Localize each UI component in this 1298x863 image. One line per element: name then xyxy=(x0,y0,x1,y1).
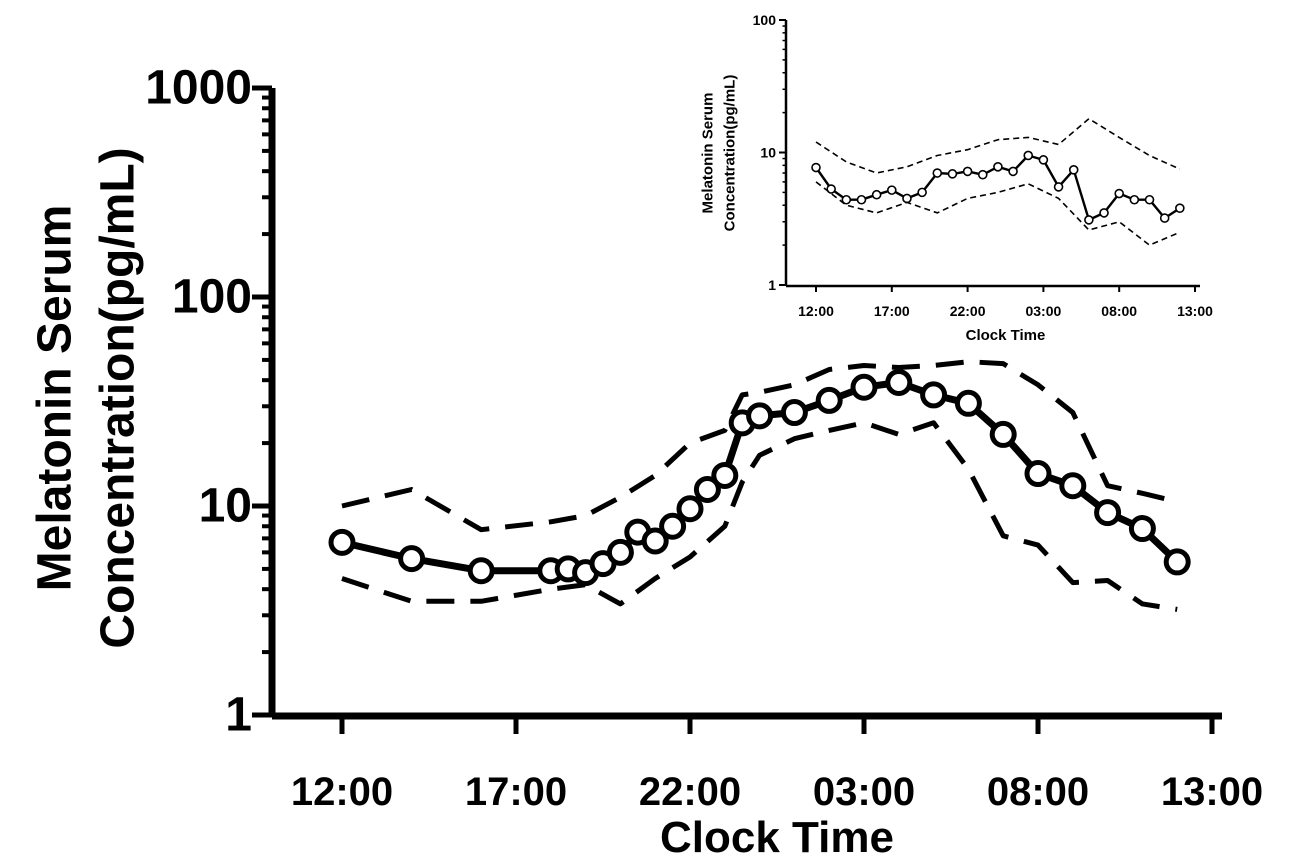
inset-dashed-upper-line xyxy=(815,117,1181,174)
main-mean-point xyxy=(328,528,356,556)
inset-x-axis-title: Clock Time xyxy=(966,327,1046,344)
main-mean-point xyxy=(920,381,948,409)
inset-x-tick-label: 17:00 xyxy=(874,303,910,319)
main-x-tick-label: 08:00 xyxy=(987,770,1089,814)
inset-mean-point xyxy=(1175,203,1185,213)
inset-x-tick-label: 03:00 xyxy=(1025,303,1061,319)
inset-x-tick-label: 08:00 xyxy=(1101,303,1137,319)
inset-mean-point xyxy=(886,185,897,195)
main-x-tick-label: 22:00 xyxy=(639,770,741,814)
main-mean-point xyxy=(1024,460,1052,488)
main-y-tick-label: 100 xyxy=(172,271,252,324)
main-y-tick-label: 10 xyxy=(199,480,252,533)
inset-chart: 1 10 100 12:00 17:00 22:00 03:00 08:00 13:00 Cloc… xyxy=(700,12,1214,344)
main-mean-point xyxy=(711,461,739,489)
inset-mean-point xyxy=(1068,165,1079,175)
inset-mean-point xyxy=(932,168,943,178)
inset-mean-point xyxy=(947,169,958,179)
main-mean-point xyxy=(885,368,913,396)
main-chart: 1 10 100 1000 12:00 17:00 22:00 03:00 08:00 13:00… xyxy=(29,62,1264,863)
main-mean-point xyxy=(815,386,843,414)
main-mean-point xyxy=(1094,499,1122,527)
inset-mean-point xyxy=(841,194,852,205)
main-mean-point xyxy=(676,495,704,523)
inset-y-axis-title-line: Concentration(pg/mL) xyxy=(722,75,739,232)
main-mean-point xyxy=(746,402,774,430)
main-mean-point xyxy=(641,527,669,555)
inset-mean-point xyxy=(1084,215,1094,225)
main-mean-point xyxy=(954,389,982,417)
main-mean-point xyxy=(989,420,1017,448)
main-mean-point xyxy=(467,557,495,585)
main-y-axis-title-line: Melatonin Serum xyxy=(29,205,82,592)
main-y-tick-label: 1 xyxy=(225,689,252,742)
main-mean-point xyxy=(850,373,878,401)
main-mean-point xyxy=(606,538,634,566)
main-mean-point xyxy=(1128,515,1156,543)
main-x-tick-label: 13:00 xyxy=(1161,770,1263,814)
inset-mean-point xyxy=(1008,166,1018,177)
main-y-tick-label: 1000 xyxy=(145,62,252,115)
main-x-tick-label: 17:00 xyxy=(465,770,567,814)
inset-mean-point xyxy=(811,162,821,173)
main-mean-point xyxy=(693,475,721,503)
inset-mean-point xyxy=(993,161,1003,172)
inset-mean-point xyxy=(1129,194,1140,205)
inset-mean-point xyxy=(1144,194,1155,205)
inset-mean-point xyxy=(1053,182,1064,192)
inset-x-tick-label: 13:00 xyxy=(1177,303,1213,319)
inset-mean-point xyxy=(1114,188,1124,199)
inset-mean-point xyxy=(902,193,912,204)
inset-mean-point xyxy=(962,166,973,177)
main-mean-point xyxy=(398,545,426,573)
main-mean-point xyxy=(780,399,808,427)
inset-mean-point xyxy=(1023,150,1034,161)
inset-mean-point xyxy=(917,187,927,198)
main-mean-point xyxy=(1163,548,1191,576)
inset-y-tick-label: 100 xyxy=(753,12,777,28)
main-y-axis-title-line: Concentration(pg/mL) xyxy=(92,147,145,648)
inset-y-tick-label: 10 xyxy=(760,145,776,161)
inset-y-axis-title-line: Melatonin Serum xyxy=(700,93,717,214)
main-x-tick-label: 03:00 xyxy=(813,770,915,814)
main-x-axis-title: Clock Time xyxy=(660,813,894,862)
inset-mean-point xyxy=(1159,213,1170,223)
main-mean-point xyxy=(659,512,687,540)
inset-mean-point xyxy=(871,189,882,200)
inset-x-tick-label: 22:00 xyxy=(950,303,986,319)
inset-mean-point xyxy=(856,194,867,205)
inset-dashed-lower-line xyxy=(815,181,1181,246)
inset-mean-point xyxy=(977,169,988,180)
inset-x-tick-label: 12:00 xyxy=(798,303,834,319)
main-dashed-lower-line xyxy=(341,420,1178,612)
inset-mean-point xyxy=(1099,208,1109,218)
inset-mean-point xyxy=(1038,155,1049,165)
inset-y-tick-label: 1 xyxy=(768,277,776,293)
main-dashed-upper-line xyxy=(341,359,1178,533)
main-x-tick-label: 12:00 xyxy=(291,770,393,814)
main-mean-point xyxy=(1059,472,1087,500)
